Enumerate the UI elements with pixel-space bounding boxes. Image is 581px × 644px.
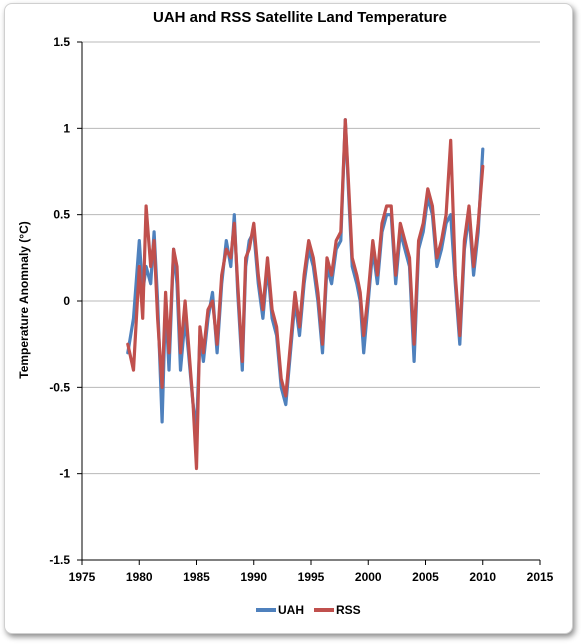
- legend: UAH RSS: [256, 603, 361, 617]
- series-line-rss: [126, 118, 485, 471]
- y-tick-label: 0: [63, 294, 70, 308]
- y-tick-label: -1: [59, 467, 70, 481]
- y-tick-label: -0.5: [49, 380, 70, 394]
- x-tick-label: 2005: [412, 570, 439, 584]
- y-axis-ticks: -1.5 -1 -0.5 0 0.5 1 1.5: [49, 35, 82, 567]
- legend-label-rss: RSS: [336, 603, 361, 617]
- chart-title: UAH and RSS Satellite Land Temperature: [153, 9, 447, 26]
- x-tick-label: 1995: [298, 570, 325, 584]
- y-tick-label: 1: [63, 121, 70, 135]
- legend-label-uah: UAH: [278, 603, 304, 617]
- series-lines: [126, 118, 485, 471]
- x-tick-label: 1985: [183, 570, 210, 584]
- gridlines: [82, 41, 540, 561]
- y-tick-label: 1.5: [53, 35, 70, 49]
- x-axis-ticks: 1975 1980 1985 1990 1995 2000 2005 2010 2015: [69, 560, 554, 584]
- y-tick-label: -1.5: [49, 553, 70, 567]
- chart-frame: [4, 3, 573, 634]
- x-tick-label: 2000: [355, 570, 382, 584]
- y-axis-label: Temperature Anomnaly (°C): [17, 221, 31, 379]
- x-tick-label: 1975: [69, 570, 96, 584]
- x-tick-label: 2015: [527, 570, 554, 584]
- x-tick-label: 2010: [469, 570, 496, 584]
- x-tick-label: 1990: [240, 570, 267, 584]
- y-tick-label: 0.5: [53, 208, 70, 222]
- x-tick-label: 1980: [126, 570, 153, 584]
